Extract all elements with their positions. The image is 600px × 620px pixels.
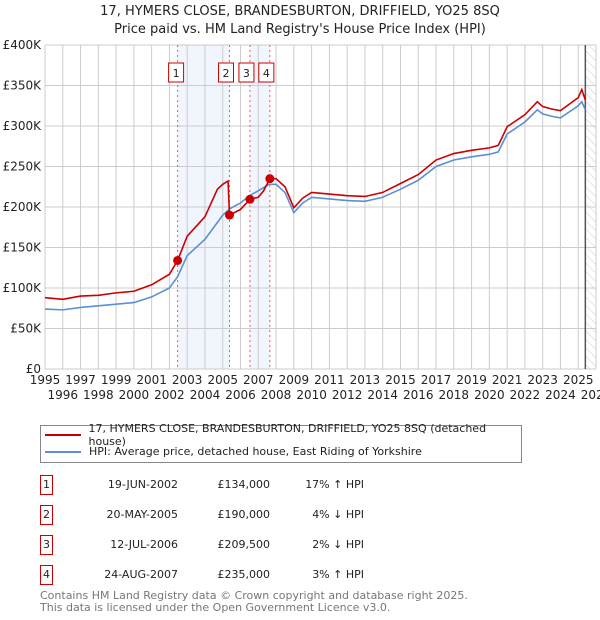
x-tick-label: 2022 (510, 388, 541, 402)
footer-licence: This data is licensed under the Open Gov… (40, 601, 391, 614)
x-tick-label: 2016 (403, 388, 434, 402)
sale-point (245, 194, 255, 204)
x-tick-label: 2002 (154, 388, 185, 402)
y-tick-label: £250K (3, 160, 43, 174)
sale-label: 1 (173, 67, 180, 80)
y-tick-label: £400K (3, 38, 43, 52)
legend-swatch-red (45, 433, 81, 436)
x-tick-label: 2010 (296, 388, 327, 402)
sale-number: 1 (40, 475, 53, 495)
sale-point (224, 210, 234, 220)
sale-number: 3 (40, 535, 53, 555)
x-tick-label: 1996 (48, 388, 79, 402)
x-tick-label: 2013 (350, 373, 381, 387)
x-tick-label: 2024 (545, 388, 576, 402)
sale-date: 12-JUL-2006 (110, 538, 178, 551)
x-tick-label: 2017 (421, 373, 452, 387)
x-tick-label: 2004 (190, 388, 221, 402)
x-tick-label: 2011 (314, 373, 345, 387)
x-tick-label: 2009 (279, 373, 310, 387)
x-tick-label: 2019 (456, 373, 487, 387)
y-tick-label: £150K (3, 241, 43, 255)
sale-price: £209,500 (217, 538, 271, 551)
footer: Contains HM Land Registry data © Crown c… (40, 590, 468, 614)
sale-hpi-diff: 4% ↓ HPI (312, 508, 364, 521)
x-tick-label: 2000 (119, 388, 150, 402)
legend-label: HPI: Average price, detached house, East… (89, 445, 422, 458)
sale-row: 2 20-MAY-2005 £190,000 4% ↓ HPI (40, 505, 440, 525)
y-tick-label: £50K (10, 322, 42, 336)
x-tick-label: 2003 (172, 373, 203, 387)
y-tick-label: £300K (3, 119, 43, 133)
sale-number: 4 (40, 565, 53, 585)
sale-label-box (217, 62, 234, 83)
x-tick-label: 2026 (581, 388, 600, 402)
chart-title: 17, HYMERS CLOSE, BRANDESBURTON, DRIFFIE… (100, 4, 500, 19)
x-tick-label: 2018 (439, 388, 470, 402)
footer-copyright: Contains HM Land Registry data © Crown c… (40, 589, 468, 602)
legend-label: 17, HYMERS CLOSE, BRANDESBURTON, DRIFFIE… (88, 421, 487, 448)
x-tick-label: 2005 (207, 373, 238, 387)
x-tick-label: 2015 (385, 373, 416, 387)
sale-row: 3 12-JUL-2006 £209,500 2% ↓ HPI (40, 535, 440, 555)
sale-label: 4 (263, 67, 270, 80)
sale-label: 2 (222, 67, 229, 80)
property-series-line (44, 87, 587, 301)
sale-date: 19-JUN-2002 (107, 478, 178, 491)
x-tick-label: 2014 (367, 388, 398, 402)
sale-hpi-diff: 2% ↓ HPI (312, 538, 364, 551)
hpi-series-line (44, 100, 587, 311)
y-tick-label: £100K (3, 281, 43, 295)
sale-point (265, 174, 275, 184)
legend-item-property: 17, HYMERS CLOSE, BRANDESBURTON, DRIFFIE… (41, 422, 521, 448)
y-tick-label: £0 (26, 362, 41, 376)
x-tick-label: 2006 (225, 388, 256, 402)
x-tick-label: 2012 (332, 388, 363, 402)
sale-label-box (238, 62, 255, 83)
chart-subtitle: Price paid vs. HM Land Registry's House … (114, 22, 486, 37)
sale-price: £190,000 (217, 508, 271, 521)
x-tick-label: 2001 (136, 373, 167, 387)
sale-label-box (258, 62, 275, 83)
legend-swatch-blue (45, 450, 81, 453)
x-tick-label: 1997 (65, 373, 96, 387)
x-tick-label: 2020 (474, 388, 505, 402)
sale-date: 24-AUG-2007 (104, 568, 178, 581)
x-tick-label: 2021 (492, 373, 523, 387)
x-tick-label: 1995 (30, 373, 61, 387)
sale-hpi-diff: 3% ↑ HPI (312, 568, 364, 581)
sale-hpi-diff: 17% ↑ HPI (305, 478, 364, 491)
x-tick-label: 1998 (83, 388, 114, 402)
x-tick-label: 2007 (243, 373, 274, 387)
sale-price: £134,000 (217, 478, 271, 491)
sale-row: 4 24-AUG-2007 £235,000 3% ↑ HPI (40, 565, 440, 585)
sale-price: £235,000 (217, 568, 271, 581)
x-tick-label: 2008 (261, 388, 292, 402)
x-tick-label: 2023 (527, 373, 558, 387)
y-tick-label: £350K (3, 79, 43, 93)
sale-label: 3 (243, 67, 250, 80)
x-tick-label: 1999 (101, 373, 132, 387)
y-tick-label: £200K (3, 200, 43, 214)
price-chart: 17, HYMERS CLOSE, BRANDESBURTON, DRIFFIE… (3, 4, 600, 402)
sale-row: 1 19-JUN-2002 £134,000 17% ↑ HPI (40, 475, 440, 495)
sale-number: 2 (40, 505, 53, 525)
legend-item-hpi: HPI: Average price, detached house, East… (41, 443, 521, 460)
x-tick-label: 2025 (563, 373, 594, 387)
sale-date: 20-MAY-2005 (106, 508, 178, 521)
sale-point (173, 255, 183, 265)
sale-label-box (168, 62, 185, 83)
legend: 17, HYMERS CLOSE, BRANDESBURTON, DRIFFIE… (40, 422, 522, 463)
